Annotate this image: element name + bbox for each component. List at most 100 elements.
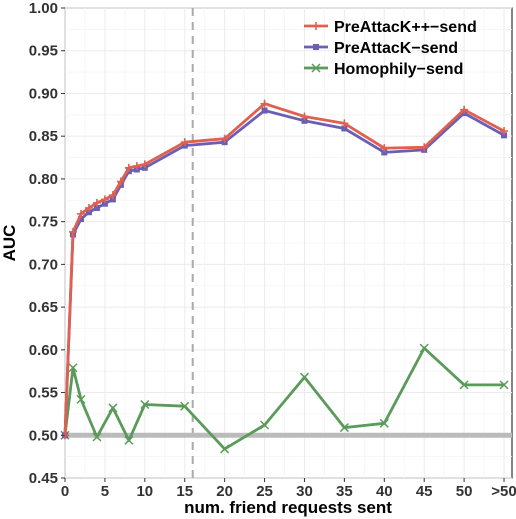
- data-point-2-2-b: [76, 394, 86, 404]
- data-point-2-4-b: [108, 403, 118, 413]
- data-point-1-4: [93, 204, 100, 211]
- y-tick-label: 0.75: [29, 214, 58, 231]
- data-point-2-15-b: [499, 380, 509, 390]
- data-point-0-7: [116, 177, 125, 186]
- data-point-0-3: [84, 203, 93, 212]
- x-tick-label: 20: [216, 483, 233, 500]
- data-point-2-5: [124, 435, 134, 445]
- legend-swatch-marker-1: [313, 44, 319, 50]
- x-axis-ticks: 0 5 10 15 20 25 30 35 40 45 50 >50: [61, 478, 516, 500]
- data-point-2-14-b: [459, 380, 469, 390]
- data-point-2-3-b: [92, 432, 102, 442]
- data-point-2-9: [260, 420, 270, 430]
- data-point-1-15: [341, 125, 348, 132]
- data-point-2-13: [419, 343, 429, 353]
- data-point-0-12: [220, 134, 229, 143]
- data-point-0-14: [300, 112, 309, 121]
- x-tick-label: 5: [101, 483, 109, 500]
- x-tick-label: 25: [256, 483, 273, 500]
- data-point-0-4: [92, 198, 101, 207]
- legend-swatch-marker-2: [311, 63, 321, 73]
- data-point-0-15: [340, 119, 349, 128]
- data-point-2-12-b: [379, 418, 389, 428]
- y-tick-label: 0.65: [29, 299, 58, 316]
- data-point-2-12: [379, 418, 389, 428]
- data-point-0-13: [260, 99, 269, 108]
- data-point-2-6-b: [140, 399, 150, 410]
- data-point-0-11: [180, 138, 189, 147]
- x-tick-label: 40: [376, 483, 393, 500]
- data-point-1-2: [77, 216, 84, 223]
- x-tick-label: 30: [296, 483, 313, 500]
- y-tick-label: 0.45: [29, 470, 58, 487]
- data-point-0-6: [108, 191, 117, 200]
- legend-swatch-marker-0: [312, 22, 320, 30]
- legend: PreAttacK++−send PreAttacK−send Homophily−…: [304, 19, 477, 78]
- y-tick-label: 0.55: [29, 385, 58, 402]
- y-tick-label: 0.90: [29, 85, 58, 102]
- data-point-2-8-b: [220, 444, 230, 454]
- y-axis-title: AUC: [0, 225, 19, 262]
- data-point-2-7-b: [180, 401, 190, 411]
- series-line-2: [63, 346, 504, 451]
- x-tick-label: 15: [176, 483, 193, 500]
- series-group: [60, 99, 509, 454]
- data-point-1-13: [261, 107, 268, 114]
- data-point-0-17: [420, 143, 429, 152]
- data-point-0-9: [132, 162, 141, 171]
- data-point-1-5: [101, 200, 108, 207]
- data-point-2-3: [92, 432, 102, 442]
- y-tick-label: 0.70: [29, 256, 58, 273]
- x-tick-label: 0: [61, 483, 69, 500]
- data-point-1-19: [501, 132, 508, 139]
- data-point-2-15: [499, 380, 509, 390]
- reference-lines: [65, 8, 512, 478]
- y-tick-label: 0.80: [29, 171, 58, 188]
- data-point-1-6: [109, 196, 116, 203]
- legend-label-2: Homophily−send: [334, 61, 463, 78]
- x-tick-label: 45: [416, 483, 433, 500]
- data-point-2-9-b: [260, 420, 270, 430]
- x-tick-label: 35: [336, 483, 353, 500]
- data-point-2-11-b: [339, 423, 349, 433]
- data-point-0-2: [76, 209, 85, 218]
- y-tick-label: 0.60: [29, 342, 58, 359]
- data-point-2-10-b: [299, 372, 309, 382]
- legend-swatch-marker-2-b: [311, 63, 321, 73]
- data-point-2-1: [68, 363, 78, 373]
- grid-lines: [64, 7, 512, 479]
- data-point-2-2: [76, 394, 86, 404]
- data-point-2-1-b: [68, 363, 78, 373]
- y-tick-label: 1.00: [29, 0, 58, 17]
- data-point-2-7: [180, 401, 190, 411]
- data-point-0-18: [460, 105, 469, 114]
- data-point-1-14: [301, 117, 308, 124]
- data-point-2-13-b: [419, 343, 429, 353]
- data-point-2-10: [299, 372, 309, 382]
- y-tick-label: 0.95: [29, 43, 58, 60]
- data-point-2-6: [140, 399, 150, 410]
- series-line-0: [63, 102, 505, 436]
- y-tick-label: 0.85: [29, 128, 58, 145]
- data-point-0-1: [68, 227, 77, 236]
- data-point-1-16: [381, 149, 388, 156]
- y-axis-ticks: 0.45 0.50 0.55 0.60 0.65 0.70 0.75 0.80 0.85 0.90…: [29, 0, 65, 487]
- x-tick-label: 50: [456, 483, 473, 500]
- data-point-0-16: [380, 144, 389, 153]
- x-tick-label: >50: [491, 483, 516, 500]
- data-point-2-14: [459, 380, 469, 390]
- data-point-0-10: [140, 160, 149, 169]
- data-point-0-19: [500, 127, 509, 136]
- x-tick-label: 10: [136, 483, 153, 500]
- data-point-1-3: [85, 209, 92, 216]
- data-point-2-8: [220, 444, 230, 454]
- y-tick-label: 0.50: [29, 427, 58, 444]
- x-axis-title: num. friend requests sent: [184, 498, 392, 517]
- legend-label-1: PreAttacK−send: [334, 40, 458, 57]
- data-point-2-11: [339, 423, 349, 433]
- data-point-2-4: [108, 403, 118, 413]
- legend-label-0: PreAttacK++−send: [334, 19, 477, 36]
- data-point-2-5-b: [124, 435, 134, 445]
- data-point-0-5: [100, 195, 109, 204]
